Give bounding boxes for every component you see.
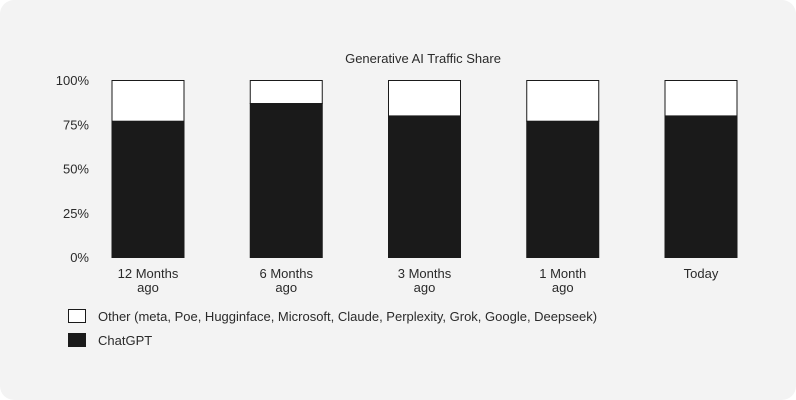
bar-segment-chatgpt bbox=[388, 115, 461, 259]
bar-segment-other bbox=[249, 80, 323, 105]
y-tick-label: 100% bbox=[56, 73, 90, 88]
legend-label-chatgpt: ChatGPT bbox=[98, 332, 153, 348]
bar-segment-other bbox=[388, 80, 461, 117]
legend-swatch-chatgpt bbox=[68, 333, 86, 347]
legend-swatch-other bbox=[68, 309, 86, 323]
y-tick-label: 0% bbox=[70, 250, 89, 265]
bar-segment-chatgpt bbox=[526, 120, 600, 258]
x-category-label: 3 Months ago bbox=[398, 266, 452, 295]
legend-item-other: Other (meta, Poe, Hugginface, Microsoft,… bbox=[68, 306, 597, 326]
x-category-label: 12 Months ago bbox=[118, 266, 179, 295]
x-category-label: 6 Months ago bbox=[260, 266, 314, 295]
x-category-label: 1 Month ago bbox=[539, 266, 586, 295]
y-tick-label: 25% bbox=[63, 206, 89, 221]
bar-segment-chatgpt bbox=[249, 103, 323, 259]
y-tick-label: 50% bbox=[63, 162, 89, 177]
bar-segment-chatgpt bbox=[664, 115, 738, 259]
chart-title: Generative AI Traffic Share bbox=[345, 51, 501, 66]
stacked-bar-chart: Generative AI Traffic Share 0% 25% 50% 75% 1… bbox=[56, 51, 738, 295]
legend-label-other: Other (meta, Poe, Hugginface, Microsoft,… bbox=[98, 308, 598, 324]
x-axis: 12 Months ago 6 Months ago 3 Months ago 1 Mont… bbox=[118, 266, 719, 295]
x-category-label: Today bbox=[684, 266, 719, 281]
y-axis: 0% 25% 50% 75% 100% bbox=[56, 73, 90, 265]
bar-segment-other bbox=[526, 80, 600, 122]
bars-group bbox=[111, 80, 738, 259]
legend-item-chatgpt: ChatGPT bbox=[68, 330, 597, 350]
legend: Other (meta, Poe, Hugginface, Microsoft,… bbox=[68, 306, 597, 354]
y-tick-label: 75% bbox=[63, 117, 89, 132]
bar-segment-chatgpt bbox=[111, 120, 185, 258]
bar-segment-other bbox=[111, 80, 185, 122]
bar-segment-other bbox=[664, 80, 738, 117]
